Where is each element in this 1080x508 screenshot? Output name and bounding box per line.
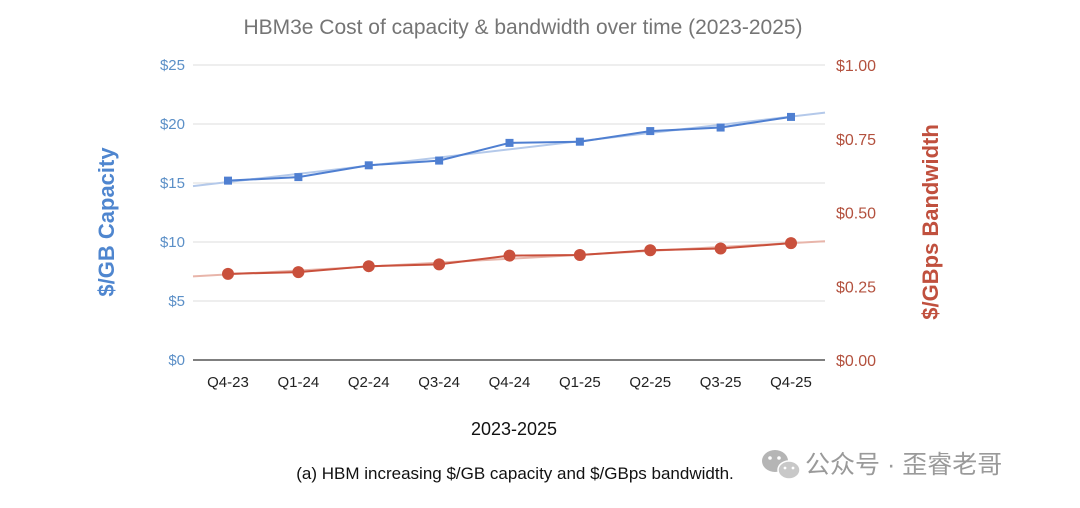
x-axis-ticks: Q4-23 Q1-24 Q2-24 Q3-24 Q4-24 Q1-25 Q2-25 Q3-25… — [207, 374, 812, 391]
capacity-point — [505, 138, 514, 147]
x-tick-label: Q4-23 — [207, 374, 249, 391]
y-axis-right-label: $/GBps Bandwidth — [918, 124, 943, 320]
y-right-tick-label: $1.00 — [836, 58, 876, 75]
capacity-point — [224, 176, 232, 185]
y-right-tick-label: $0.50 — [836, 206, 876, 223]
capacity-point — [435, 156, 444, 165]
y-right-tick-label: $0.25 — [836, 279, 876, 296]
bandwidth-point — [503, 249, 516, 262]
capacity-point — [787, 112, 795, 121]
capacity-point — [575, 137, 584, 146]
x-tick-label: Q4-24 — [489, 374, 531, 391]
y-left-tick-label: $25 — [160, 57, 185, 74]
y-left-tick-label: $0 — [168, 352, 185, 369]
bandwidth-point — [292, 266, 305, 279]
y-left-tick-label: $10 — [160, 234, 185, 251]
y-right-tick-label: $0.00 — [836, 353, 876, 370]
watermark: 公众号 · 歪睿老哥 — [762, 450, 1002, 480]
y-left-tick-label: $20 — [160, 116, 185, 133]
x-tick-label: Q2-24 — [348, 374, 390, 391]
series-markers — [222, 112, 797, 280]
capacity-point — [294, 173, 303, 182]
bandwidth-point — [714, 242, 727, 255]
right-axis-ticks: $0.00 $0.25 $0.50 $0.75 $1.00 — [836, 58, 876, 370]
watermark-text: 公众号 · 歪睿老哥 — [805, 451, 1002, 479]
capacity-point — [646, 127, 655, 136]
x-tick-label: Q4-25 — [770, 374, 812, 391]
gridlines — [193, 64, 825, 361]
bandwidth-point — [222, 267, 234, 280]
x-tick-label: Q1-24 — [278, 374, 320, 391]
x-axis-label: 2023-2025 — [471, 419, 557, 439]
capacity-point — [716, 123, 725, 132]
left-axis-ticks: $0 $5 $10 $15 $20 $25 — [160, 57, 185, 369]
y-right-tick-label: $0.75 — [836, 132, 876, 149]
figure-caption: (a) HBM increasing $/GB capacity and $/G… — [296, 464, 734, 483]
bandwidth-point — [573, 248, 586, 261]
bandwidth-point — [433, 258, 446, 271]
bandwidth-point — [785, 237, 797, 250]
capacity-point — [364, 161, 373, 170]
x-tick-label: Q1-25 — [559, 374, 601, 391]
wechat-icon — [762, 450, 801, 480]
bandwidth-point — [644, 244, 657, 257]
y-left-tick-label: $5 — [168, 293, 185, 310]
x-tick-label: Q3-24 — [418, 374, 460, 391]
bandwidth-point — [362, 260, 375, 273]
x-tick-label: Q2-25 — [629, 374, 671, 391]
chart-title: HBM3e Cost of capacity & bandwidth over … — [243, 16, 802, 39]
x-tick-label: Q3-25 — [700, 374, 742, 391]
y-left-tick-label: $15 — [160, 175, 185, 192]
y-axis-left-label: $/GB Capacity — [94, 147, 119, 297]
